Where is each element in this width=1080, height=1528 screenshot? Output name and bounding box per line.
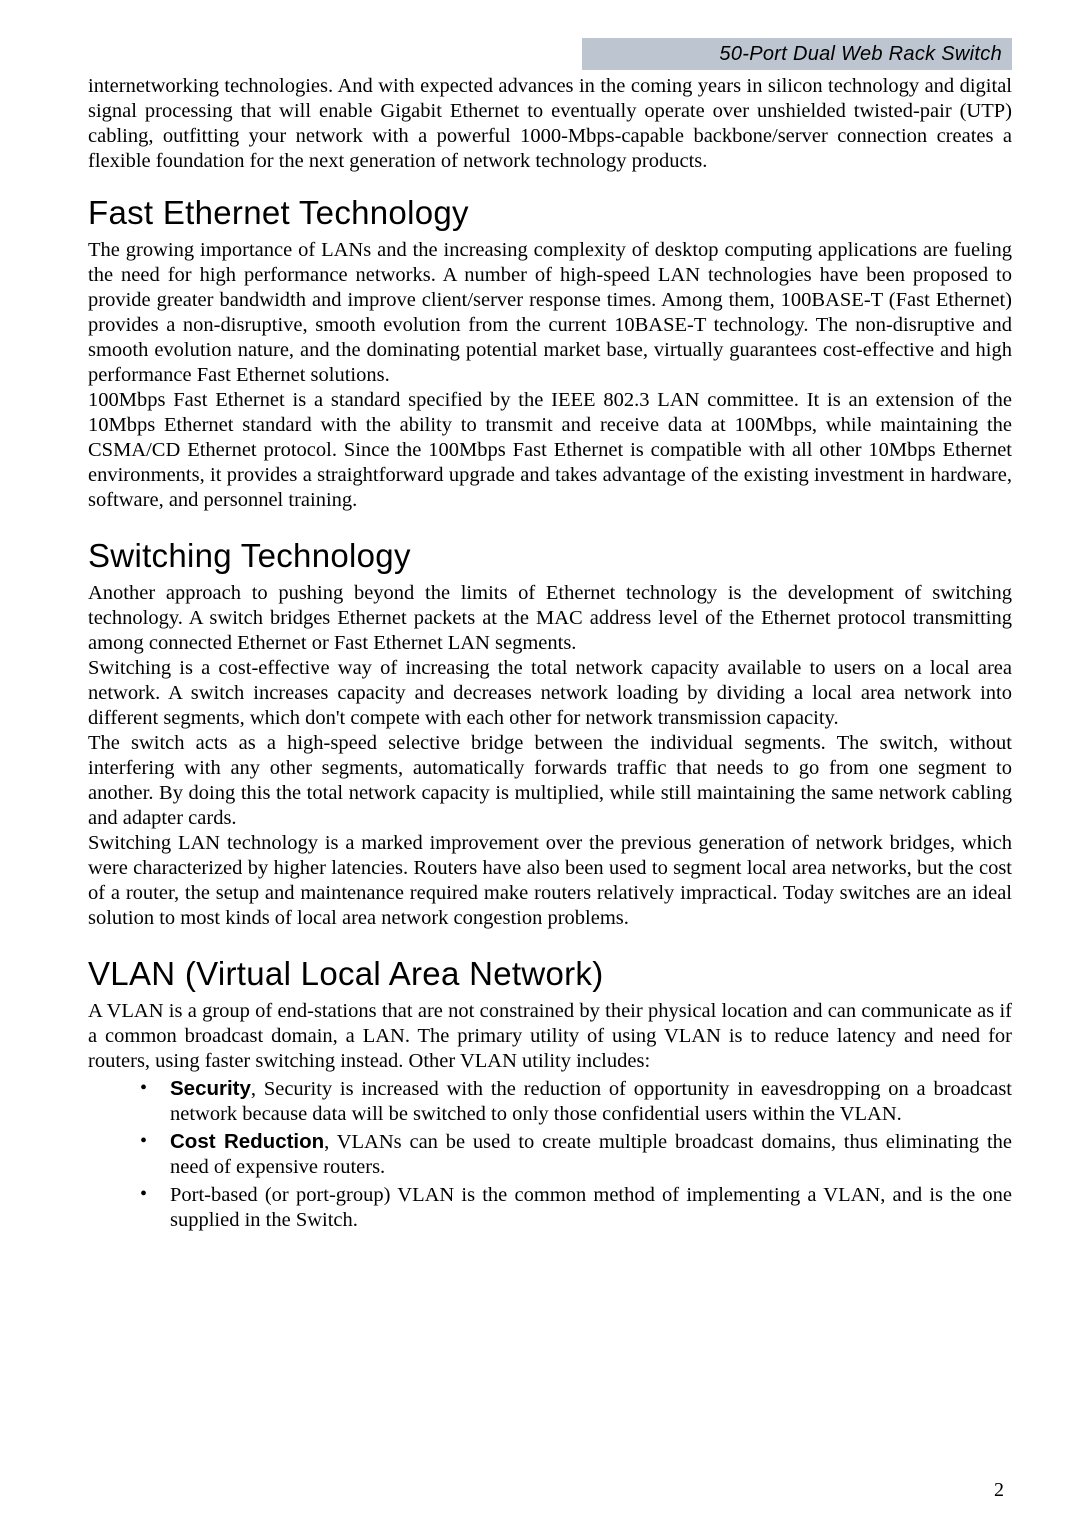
section-switching: Switching Technology Another approach to… xyxy=(88,537,1012,931)
list-item: Security, Security is increased with the… xyxy=(140,1076,1012,1127)
bullet-text: Port-based (or port-group) VLAN is the c… xyxy=(170,1184,1012,1231)
fast-ethernet-p1: The growing importance of LANs and the i… xyxy=(88,238,1012,388)
switching-p2: Switching is a cost-effective way of inc… xyxy=(88,656,1012,731)
bullet-bold: Cost Reduction xyxy=(170,1130,324,1153)
vlan-p1: A VLAN is a group of end-stations that a… xyxy=(88,999,1012,1074)
fast-ethernet-p2: 100Mbps Fast Ethernet is a standard spec… xyxy=(88,388,1012,513)
list-item: Port-based (or port-group) VLAN is the c… xyxy=(140,1182,1012,1233)
bullet-text: , Security is increased with the reducti… xyxy=(170,1078,1012,1125)
product-label: 50-Port Dual Web Rack Switch xyxy=(719,43,1002,66)
section-fast-ethernet: Fast Ethernet Technology The growing imp… xyxy=(88,194,1012,513)
list-item: Cost Reduction, VLANs can be used to cre… xyxy=(140,1129,1012,1180)
switching-p1: Another approach to pushing beyond the l… xyxy=(88,581,1012,656)
section-vlan: VLAN (Virtual Local Area Network) A VLAN… xyxy=(88,955,1012,1233)
vlan-bullet-list: Security, Security is increased with the… xyxy=(88,1076,1012,1233)
page-number: 2 xyxy=(994,1479,1004,1502)
heading-fast-ethernet: Fast Ethernet Technology xyxy=(88,194,1012,232)
intro-paragraph: internetworking technologies. And with e… xyxy=(88,74,1012,174)
switching-p3: The switch acts as a high-speed selectiv… xyxy=(88,731,1012,831)
bullet-bold: Security xyxy=(170,1077,251,1100)
heading-switching: Switching Technology xyxy=(88,537,1012,575)
header-band: 50-Port Dual Web Rack Switch xyxy=(582,38,1012,70)
heading-vlan: VLAN (Virtual Local Area Network) xyxy=(88,955,1012,993)
switching-p4: Switching LAN technology is a marked imp… xyxy=(88,831,1012,931)
